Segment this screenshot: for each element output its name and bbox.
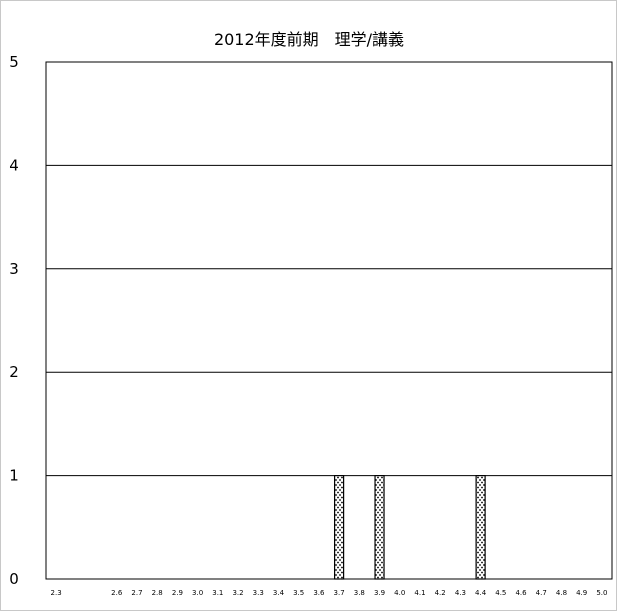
- plot-area: [45, 61, 613, 580]
- x-tick-label: 4.6: [515, 589, 527, 597]
- x-tick-label: 3.2: [232, 589, 243, 597]
- x-axis-ticks: 2.3 2.6 2.7 2.8 2.9 3.0 3.1 3.2 3.3 3.4 3.5 3.6 3.7 3…: [51, 589, 608, 597]
- x-tick-label: 3.8: [354, 589, 365, 597]
- x-tick-label: 4.2: [435, 589, 446, 597]
- x-tick-label: 3.7: [334, 589, 345, 597]
- x-tick-label: 4.0: [394, 589, 405, 597]
- x-tick-label: 3.6: [313, 589, 325, 597]
- chart-title: 2012年度前期 理学/講義: [214, 30, 404, 49]
- bar-4.4: [475, 475, 486, 580]
- x-tick-label: 4.4: [475, 589, 487, 597]
- x-tick-label: 2.6: [111, 589, 123, 597]
- y-tick-label: 5: [9, 53, 19, 71]
- y-tick-label: 0: [9, 570, 19, 588]
- y-tick-label: 2: [9, 363, 19, 381]
- x-tick-label: 2.9: [172, 589, 183, 597]
- grid-lines: [46, 164, 612, 477]
- x-tick-label: 3.4: [273, 589, 285, 597]
- y-tick-label: 3: [9, 260, 19, 278]
- x-tick-label: 3.3: [253, 589, 264, 597]
- bar-3.9: [374, 475, 385, 580]
- x-tick-label: 4.9: [576, 589, 587, 597]
- x-tick-label: 2.8: [152, 589, 163, 597]
- y-axis-ticks: 0 1 2 3 4 5: [9, 53, 19, 588]
- x-tick-label: 3.9: [374, 589, 385, 597]
- y-tick-label: 1: [9, 467, 19, 485]
- y-tick-label: 4: [9, 156, 19, 174]
- x-tick-label: 4.5: [495, 589, 506, 597]
- x-tick-label: 4.7: [536, 589, 547, 597]
- x-tick-label: 4.3: [455, 589, 466, 597]
- x-tick-label: 3.1: [212, 589, 223, 597]
- bars: [334, 475, 486, 580]
- x-tick-label: 5.0: [596, 589, 607, 597]
- x-tick-label: 4.1: [414, 589, 425, 597]
- x-tick-label: 3.5: [293, 589, 304, 597]
- x-tick-label: 4.8: [556, 589, 567, 597]
- x-tick-label: 3.0: [192, 589, 203, 597]
- x-tick-label: 2.7: [131, 589, 142, 597]
- x-tick-label: 2.3: [51, 589, 62, 597]
- bar-3.7: [334, 475, 345, 580]
